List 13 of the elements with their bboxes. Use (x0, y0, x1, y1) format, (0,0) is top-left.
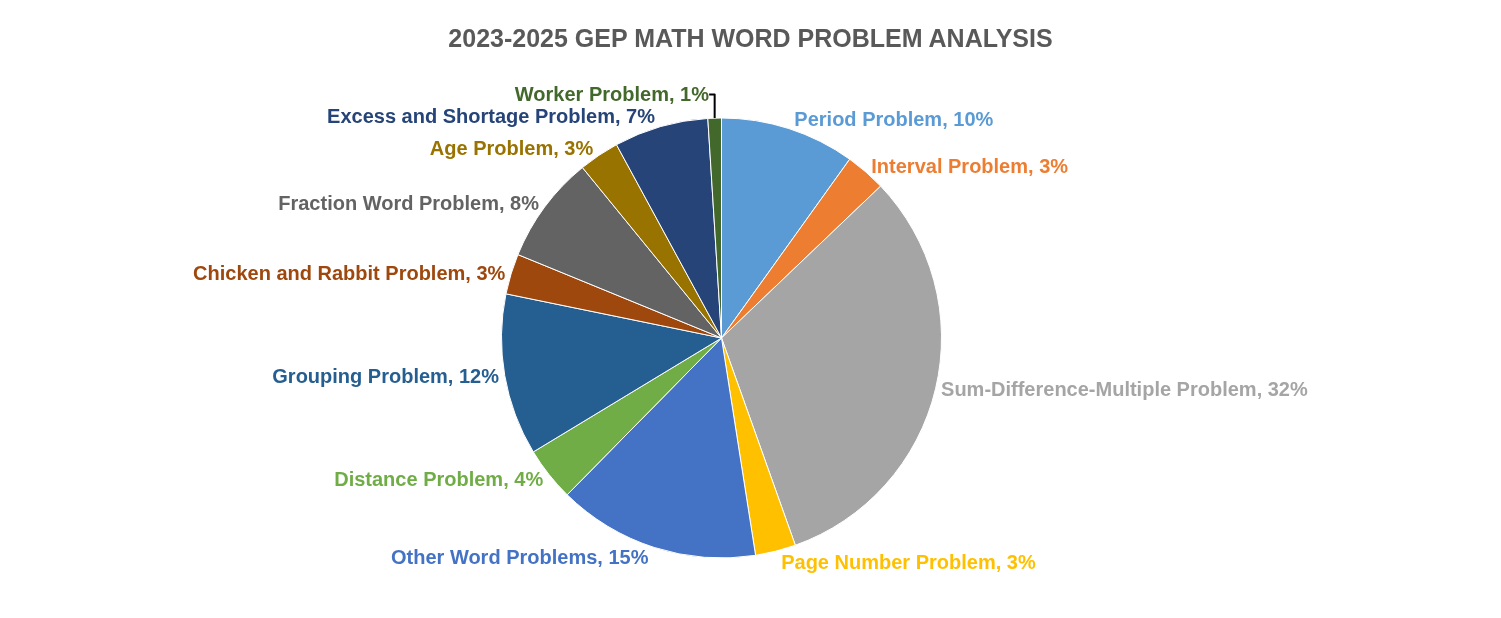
slice-label: Sum-Difference-Multiple Problem, 32% (941, 378, 1308, 401)
slice-label: Interval Problem, 3% (871, 154, 1069, 177)
slice-label: Chicken and Rabbit Problem, 3% (193, 262, 506, 284)
slice-label: Worker Problem, 1% (514, 83, 710, 106)
slice-label: Distance Problem, 4% (334, 467, 544, 490)
slice-label: Excess and Shortage Problem, 7% (327, 105, 656, 128)
slice-label: Period Problem, 10% (794, 107, 994, 130)
slice-label: Page Number Problem, 3% (781, 550, 1036, 573)
slice-label: Fraction Word Problem, 8% (278, 192, 540, 215)
chart-title: 2023-2025 GEP MATH WORD PROBLEM ANALYSIS (448, 23, 1053, 52)
slice-label: Other Word Problems, 15% (390, 546, 649, 569)
slice-label: Grouping Problem, 12% (272, 364, 500, 387)
slice-label: Age Problem, 3% (429, 136, 594, 159)
